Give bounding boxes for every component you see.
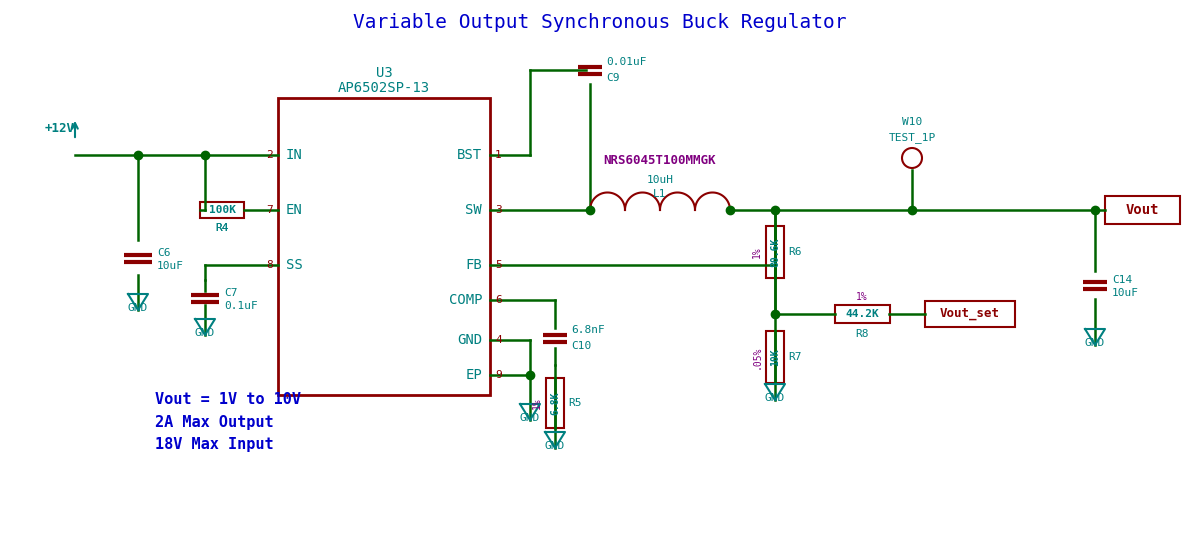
Text: L1: L1 [653,189,667,199]
Text: 4: 4 [496,335,502,345]
Text: +12V: +12V [46,122,74,135]
Bar [766,331,784,383]
Text: 7: 7 [266,205,274,215]
Text: Vout_set: Vout_set [940,307,1000,320]
Text: C7: C7 [224,288,238,298]
Text: 6.8nF: 6.8nF [571,325,605,335]
Text: 3: 3 [496,205,502,215]
Text: 0.1uF: 0.1uF [224,301,258,311]
Text: R5: R5 [568,398,582,408]
Bar [925,301,1015,327]
Text: Vout: Vout [1126,203,1159,217]
Text: 10uF: 10uF [1112,288,1139,298]
Bar [766,226,784,278]
Text: R8: R8 [856,329,869,339]
Text: R4: R4 [215,223,229,233]
Text: C9: C9 [606,73,619,83]
Text: 2: 2 [266,150,274,160]
Text: 1%: 1% [532,397,542,409]
Text: 18V Max Input: 18V Max Input [155,437,274,451]
Text: TEST_1P: TEST_1P [888,132,936,143]
Text: EN: EN [286,203,302,217]
Text: 1%: 1% [856,292,868,302]
Text: .05%: .05% [752,345,762,369]
Text: C10: C10 [571,341,592,351]
Text: EP: EP [466,368,482,382]
Text: 1: 1 [496,150,502,160]
Text: GND: GND [764,393,785,403]
Text: 10uH: 10uH [647,175,673,185]
Text: SW: SW [466,203,482,217]
Text: 9: 9 [496,370,502,380]
Text: Vout = 1V to 10V: Vout = 1V to 10V [155,393,301,407]
Text: R4: R4 [215,223,229,233]
Text: GND: GND [194,328,215,338]
Text: 5: 5 [496,260,502,270]
Text: 100K: 100K [209,205,235,215]
Text: NRS6045T100MMGK: NRS6045T100MMGK [604,154,716,167]
Bar [278,98,490,395]
Text: GND: GND [1085,338,1105,348]
Text: GND: GND [128,303,148,313]
Text: 44.2K: 44.2K [845,309,878,319]
Text: SS: SS [286,258,302,272]
Text: 6: 6 [496,295,502,305]
Text: 1%: 1% [752,246,762,258]
Bar [546,378,564,428]
Text: R7: R7 [788,352,802,362]
Bar [834,305,889,323]
Text: 6.8K: 6.8K [550,392,560,415]
Text: 10uF: 10uF [157,261,184,271]
Text: COMP: COMP [449,293,482,307]
Text: Variable Output Synchronous Buck Regulator: Variable Output Synchronous Buck Regulat… [353,12,847,31]
Text: AP6502SP-13: AP6502SP-13 [338,81,430,95]
Text: 2A Max Output: 2A Max Output [155,414,274,430]
Text: BST: BST [457,148,482,162]
Text: U3: U3 [376,66,392,80]
Bar [200,202,244,218]
Text: W10: W10 [902,117,922,127]
Text: 10K: 10K [770,348,780,366]
Text: GND: GND [545,441,565,451]
Text: 0.01uF: 0.01uF [606,57,647,67]
Text: FB: FB [466,258,482,272]
Text: R6: R6 [788,247,802,257]
Text: GND: GND [457,333,482,347]
Text: C14: C14 [1112,275,1133,285]
Text: C6: C6 [157,248,170,258]
Text: GND: GND [520,413,540,423]
Text: IN: IN [286,148,302,162]
Text: 8: 8 [266,260,274,270]
Bar [1105,196,1180,224]
Text: 80.6K: 80.6K [770,237,780,267]
